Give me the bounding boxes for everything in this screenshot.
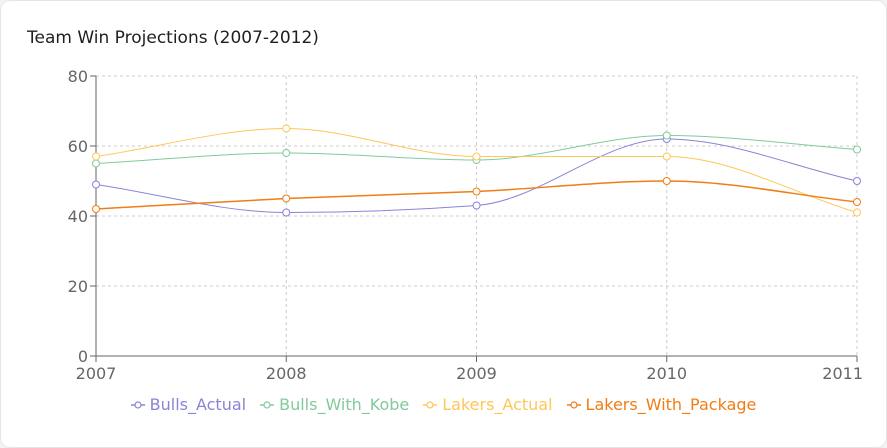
data-point (853, 198, 861, 206)
data-point (472, 152, 481, 161)
series-line (95, 127, 858, 213)
legend-line-icon (260, 400, 275, 409)
x-tick-label: 2010 (646, 364, 687, 383)
y-tick-label: 40 (68, 207, 88, 226)
legend-label: Bulls_With_Kobe (279, 395, 410, 414)
legend-label: Bulls_Actual (149, 395, 247, 414)
legend-line-icon (130, 400, 145, 409)
data-point (92, 180, 100, 189)
data-point (282, 194, 291, 203)
x-tick-label: 2007 (76, 364, 117, 383)
data-point (853, 208, 861, 217)
y-tick-label: 0 (78, 347, 88, 366)
y-tick-label: 60 (68, 137, 88, 156)
data-point (92, 152, 100, 161)
x-tick-label: 2011 (822, 364, 863, 383)
data-point (853, 145, 861, 154)
data-point (282, 124, 291, 133)
legend-line-icon (423, 400, 438, 409)
data-point (472, 187, 481, 196)
legend-item[interactable]: Lakers_With_Package (566, 395, 757, 414)
y-tick-label: 20 (68, 277, 88, 296)
data-point (282, 149, 291, 157)
legend-line-icon (566, 400, 581, 409)
data-point (662, 177, 671, 185)
legend-label: Lakers_With_Package (585, 395, 757, 414)
y-tick-label: 80 (68, 67, 88, 86)
data-point (92, 159, 100, 168)
data-point (662, 131, 671, 140)
data-point (472, 201, 481, 210)
data-point (92, 205, 100, 213)
data-point (853, 177, 861, 185)
legend-item[interactable]: Lakers_Actual (423, 395, 553, 414)
chart-legend: Bulls_Actual Bulls_With_Kobe Lakers_Actual… (0, 395, 887, 414)
legend-label: Lakers_Actual (442, 395, 553, 414)
data-point (662, 152, 671, 161)
x-tick-label: 2008 (266, 364, 307, 383)
legend-item[interactable]: Bulls_With_Kobe (260, 395, 409, 414)
x-tick-label: 2009 (456, 364, 497, 383)
legend-item[interactable]: Bulls_Actual (130, 395, 247, 414)
data-point (282, 208, 291, 217)
chart-title: Team Win Projections (2007-2012) (27, 28, 319, 48)
